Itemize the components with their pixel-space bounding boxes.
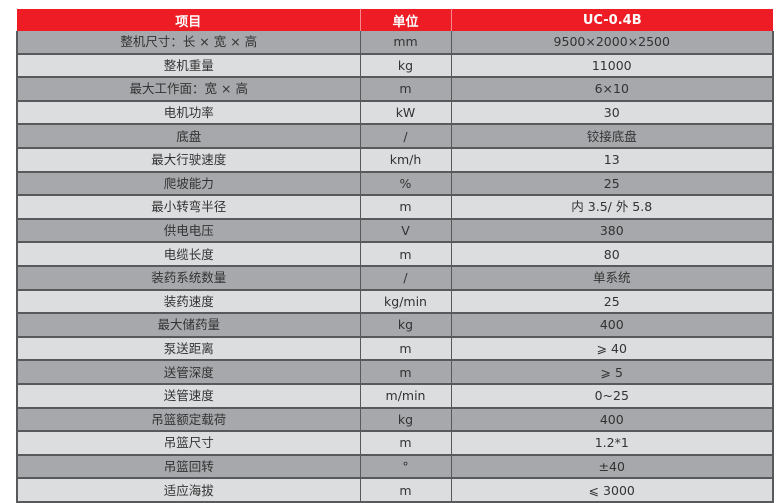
cell-item: 送管深度	[16, 360, 361, 385]
cell-value: 400	[450, 407, 774, 433]
table-row: 整机尺寸：长 × 宽 × 高 mm 9500×2000×2500	[16, 31, 774, 55]
cell-unit: °	[359, 454, 452, 480]
cell-unit: /	[359, 124, 452, 149]
cell-unit: km/h	[359, 147, 452, 173]
table-row: 电机功率 kW 30	[16, 100, 774, 126]
cell-item: 最大工作面：宽 × 高	[16, 77, 361, 102]
table-row: 最小转弯半径 m 内 3.5/ 外 5.8	[16, 195, 774, 220]
cell-item: 整机尺寸：长 × 宽 × 高	[16, 31, 361, 55]
cell-value: 1.2*1	[450, 431, 774, 456]
table-row: 装药速度 kg/min 25	[16, 289, 774, 315]
cell-item: 吊篮额定载荷	[16, 407, 361, 433]
cell-unit: /	[359, 265, 452, 291]
cell-item: 电机功率	[16, 100, 361, 126]
cell-value: 6×10	[450, 77, 774, 102]
cell-item: 最大行驶速度	[16, 147, 361, 173]
cell-unit: kg	[359, 53, 452, 79]
cell-value: ⩾ 40	[450, 336, 774, 362]
cell-value: 80	[450, 242, 774, 267]
cell-unit: kW	[359, 100, 452, 126]
table-row: 送管速度 m/min 0~25	[16, 383, 774, 409]
table-row: 装药系统数量 / 单系统	[16, 265, 774, 291]
header-item: 项目	[17, 9, 361, 31]
table-row: 整机重量 kg 11000	[16, 53, 774, 79]
cell-item: 最大储药量	[16, 313, 361, 338]
cell-value: ⩽ 3000	[450, 478, 774, 503]
cell-unit: kg	[359, 313, 452, 338]
cell-value: 25	[450, 171, 774, 197]
cell-item: 送管速度	[16, 383, 361, 409]
cell-unit: %	[359, 171, 452, 197]
cell-item: 适应海拔	[16, 478, 361, 503]
spec-table: 项目 单位 UC-0.4B 整机尺寸：长 × 宽 × 高 mm 9500×2000×…	[16, 9, 774, 503]
cell-value: 30	[450, 100, 774, 126]
cell-item: 爬坡能力	[16, 171, 361, 197]
cell-value: 0~25	[450, 383, 774, 409]
cell-value: 单系统	[450, 265, 774, 291]
cell-item: 底盘	[16, 124, 361, 149]
cell-unit: kg/min	[359, 289, 452, 315]
cell-unit: m/min	[359, 383, 452, 409]
table-row: 送管深度 m ⩾ 5	[16, 360, 774, 385]
cell-item: 吊篮回转	[16, 454, 361, 480]
table-row: 电缆长度 m 80	[16, 242, 774, 267]
table-row: 爬坡能力% 25	[16, 171, 774, 197]
cell-unit: m	[359, 360, 452, 385]
cell-value: 380	[450, 218, 774, 244]
table-row: 底盘 / 铰接底盘	[16, 124, 774, 149]
cell-value: 25	[450, 289, 774, 315]
cell-value: 11000	[450, 53, 774, 79]
table-row: 吊篮回转 ° ±40	[16, 454, 774, 480]
cell-value: 400	[450, 313, 774, 338]
cell-unit: m	[359, 478, 452, 503]
cell-item: 装药速度	[16, 289, 361, 315]
header-unit: 单位	[360, 9, 452, 31]
table-row: 适应海拔 m ⩽ 3000	[16, 478, 774, 503]
cell-value: 9500×2000×2500	[450, 31, 774, 55]
cell-item: 电缆长度	[16, 242, 361, 267]
table-row: 最大储药量 kg 400	[16, 313, 774, 338]
header-row: 项目 单位 UC-0.4B	[17, 9, 773, 31]
cell-unit: kg	[359, 407, 452, 433]
table-row: 吊篮额定载荷 kg 400	[16, 407, 774, 433]
cell-item: 吊篮尺寸	[16, 431, 361, 456]
cell-unit: m	[359, 195, 452, 220]
table-row: 泵送距离 m ⩾ 40	[16, 336, 774, 362]
cell-value: 13	[450, 147, 774, 173]
cell-item: 装药系统数量	[16, 265, 361, 291]
cell-unit: mm	[359, 31, 452, 55]
cell-value: 内 3.5/ 外 5.8	[450, 195, 774, 220]
cell-unit: m	[359, 336, 452, 362]
table-row: 吊篮尺寸 m 1.2*1	[16, 431, 774, 456]
cell-item: 最小转弯半径	[16, 195, 361, 220]
cell-item: 泵送距离	[16, 336, 361, 362]
table-row: 供电电压 V 380	[16, 218, 774, 244]
cell-unit: V	[359, 218, 452, 244]
cell-unit: m	[359, 77, 452, 102]
cell-item: 供电电压	[16, 218, 361, 244]
cell-unit: m	[359, 431, 452, 456]
cell-value: ±40	[450, 454, 774, 480]
cell-value: 铰接底盘	[450, 124, 774, 149]
cell-value: ⩾ 5	[450, 360, 774, 385]
header-model: UC-0.4B	[451, 9, 773, 31]
cell-item: 整机重量	[16, 53, 361, 79]
table-row: 最大工作面：宽 × 高 m 6×10	[16, 77, 774, 102]
cell-unit: m	[359, 242, 452, 267]
table-row: 最大行驶速度 km/h 13	[16, 147, 774, 173]
